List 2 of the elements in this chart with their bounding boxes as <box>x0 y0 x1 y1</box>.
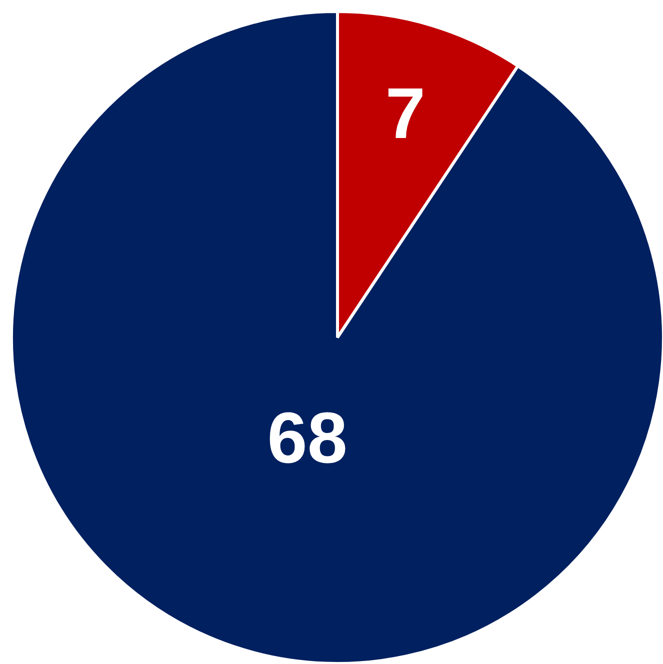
data-label: 7 <box>385 74 426 154</box>
data-label: 68 <box>267 398 348 478</box>
